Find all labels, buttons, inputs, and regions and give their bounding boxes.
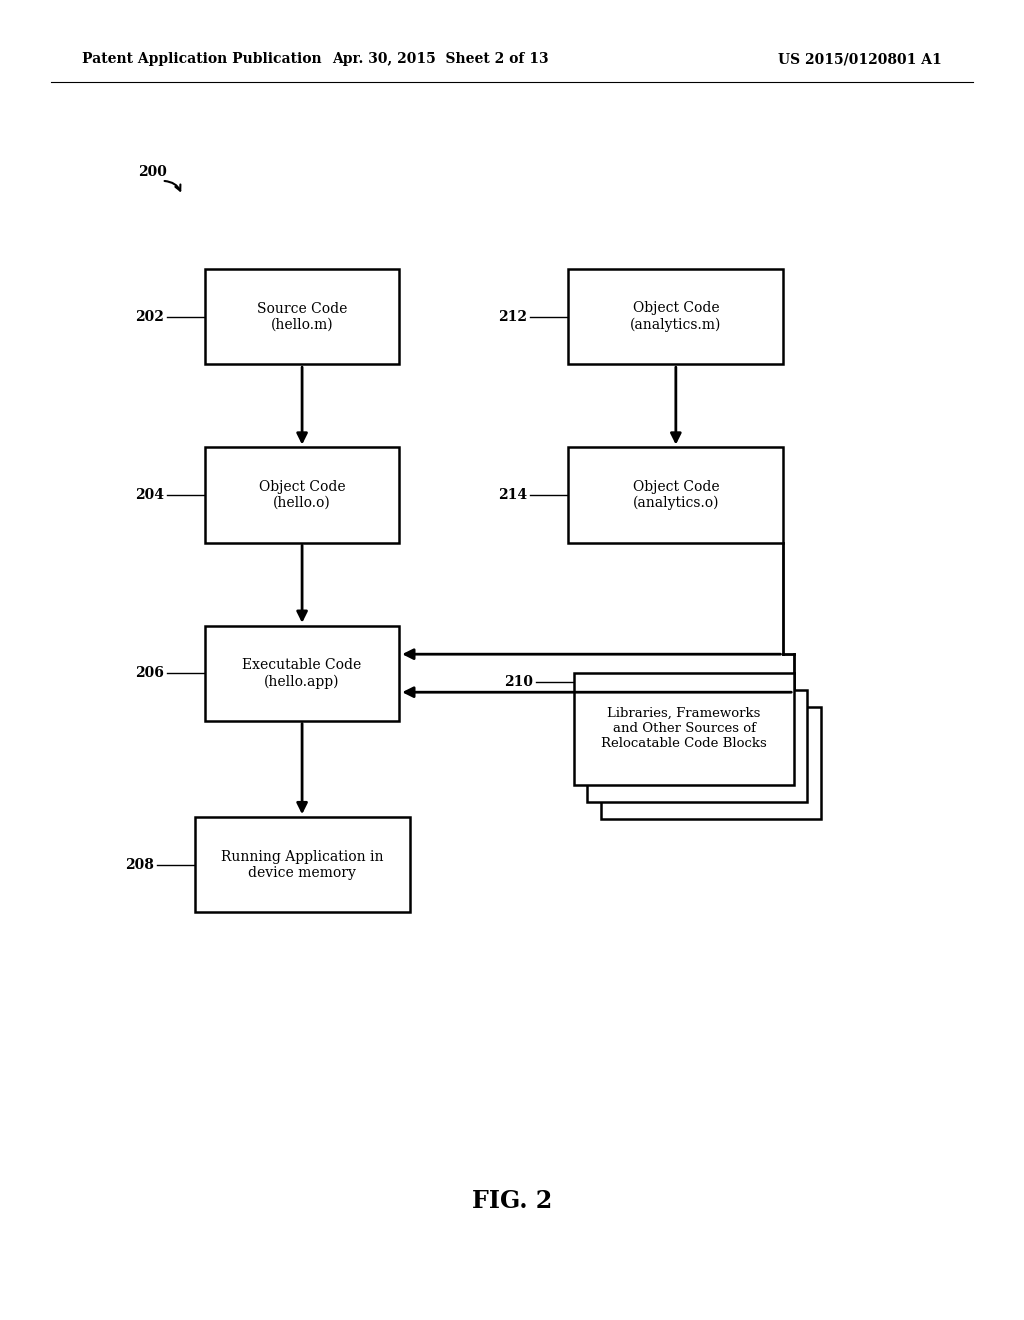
Text: Executable Code
(hello.app): Executable Code (hello.app) — [243, 657, 361, 689]
Text: Object Code
(analytics.m): Object Code (analytics.m) — [630, 301, 722, 333]
Text: 206: 206 — [135, 667, 164, 680]
FancyBboxPatch shape — [205, 447, 399, 543]
FancyBboxPatch shape — [573, 672, 795, 784]
Text: 208: 208 — [125, 858, 154, 871]
Text: 204: 204 — [135, 488, 164, 502]
Text: Apr. 30, 2015  Sheet 2 of 13: Apr. 30, 2015 Sheet 2 of 13 — [332, 53, 549, 66]
Text: 214: 214 — [499, 488, 527, 502]
Text: FIG. 2: FIG. 2 — [472, 1189, 552, 1213]
FancyBboxPatch shape — [205, 626, 399, 721]
FancyBboxPatch shape — [195, 817, 410, 912]
Text: 210: 210 — [504, 676, 532, 689]
Text: 202: 202 — [135, 310, 164, 323]
Text: Running Application in
device memory: Running Application in device memory — [221, 850, 383, 879]
FancyBboxPatch shape — [588, 689, 807, 801]
Text: 200: 200 — [138, 165, 167, 178]
Text: Patent Application Publication: Patent Application Publication — [82, 53, 322, 66]
FancyBboxPatch shape — [568, 447, 783, 543]
Text: 212: 212 — [499, 310, 527, 323]
FancyBboxPatch shape — [568, 269, 783, 364]
Text: Source Code
(hello.m): Source Code (hello.m) — [257, 302, 347, 331]
Text: Libraries, Frameworks
and Other Sources of
Relocatable Code Blocks: Libraries, Frameworks and Other Sources … — [601, 708, 767, 750]
Text: US 2015/0120801 A1: US 2015/0120801 A1 — [778, 53, 942, 66]
FancyBboxPatch shape — [600, 708, 821, 818]
FancyBboxPatch shape — [205, 269, 399, 364]
Text: Object Code
(analytics.o): Object Code (analytics.o) — [633, 479, 719, 511]
Text: Object Code
(hello.o): Object Code (hello.o) — [259, 480, 345, 510]
